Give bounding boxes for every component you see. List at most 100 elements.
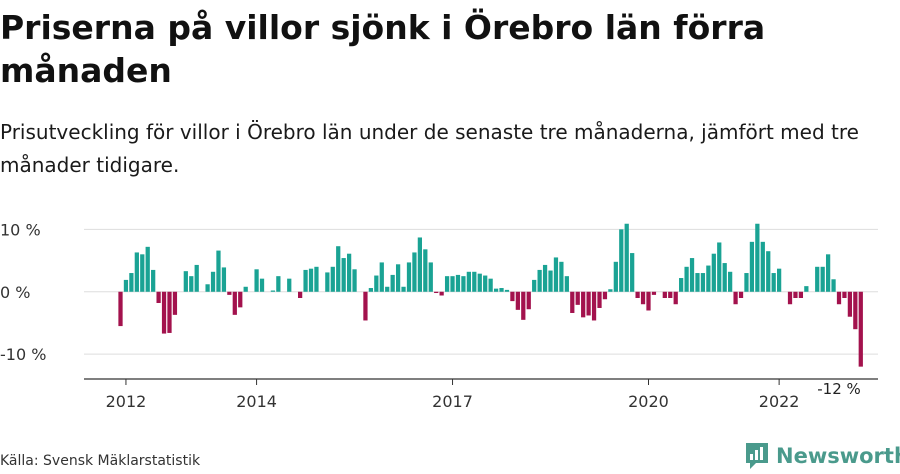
bar — [205, 284, 210, 292]
bar — [428, 262, 433, 292]
bar-chart: 10 % 0 % -10 % 2012 2014 2017 2020 2022 -12 % — [0, 220, 878, 411]
bar — [336, 246, 341, 292]
bar — [488, 278, 493, 292]
bar — [341, 258, 346, 292]
bar — [668, 291, 673, 298]
bar — [216, 250, 221, 292]
bar — [406, 262, 412, 292]
bar — [777, 268, 782, 292]
y-tick-label: 0 % — [0, 283, 30, 302]
bar — [738, 291, 744, 298]
bar — [151, 269, 156, 292]
value-annotation: -12 % — [817, 380, 861, 398]
bar — [298, 291, 303, 298]
newsworthy-brand[interactable]: Newsworthy — [744, 440, 900, 472]
bar — [417, 237, 422, 292]
bar — [308, 268, 314, 292]
bar — [673, 291, 678, 305]
bar — [684, 266, 689, 292]
bar — [183, 271, 188, 292]
grid-layer — [84, 228, 878, 355]
bar — [619, 229, 624, 292]
bar — [766, 251, 771, 292]
bar — [499, 288, 504, 292]
bar — [325, 272, 330, 292]
bar — [314, 266, 319, 292]
bar — [760, 241, 765, 292]
bar — [679, 278, 684, 292]
bar — [140, 254, 145, 292]
bar — [390, 274, 395, 292]
bar — [825, 254, 831, 292]
bar — [581, 291, 586, 318]
bar — [662, 291, 667, 298]
bar — [553, 257, 559, 292]
bar — [717, 242, 722, 292]
x-tick-label: 2012 — [106, 392, 147, 411]
bar — [853, 291, 858, 330]
bar — [597, 291, 602, 308]
bar — [330, 266, 335, 292]
bar — [640, 291, 646, 305]
chart-subtitle: Prisutveckling för villor i Örebro län u… — [0, 120, 859, 177]
bar — [613, 261, 618, 292]
bar — [542, 264, 548, 292]
x-tick-label: 2017 — [432, 392, 473, 411]
bar — [346, 253, 352, 292]
bar — [287, 278, 292, 292]
bar — [270, 290, 276, 292]
bar — [815, 266, 820, 292]
x-axis — [84, 378, 878, 385]
bar — [227, 291, 232, 295]
bar — [259, 278, 265, 292]
bar — [510, 291, 515, 302]
bar — [172, 291, 178, 315]
y-tick-label: 10 % — [0, 220, 41, 239]
bar — [744, 273, 749, 292]
bar — [537, 269, 542, 292]
bar — [831, 279, 836, 292]
bar — [689, 258, 695, 292]
bar — [820, 266, 825, 292]
x-tick-label: 2014 — [236, 392, 277, 411]
bar — [586, 291, 591, 316]
bar — [695, 273, 700, 292]
bar — [232, 291, 237, 315]
bar — [379, 262, 384, 292]
bar — [276, 276, 281, 292]
bar — [254, 269, 259, 292]
bar — [570, 291, 575, 313]
bar — [575, 291, 580, 305]
bar — [842, 291, 847, 298]
bar — [444, 276, 450, 292]
bar — [368, 288, 374, 292]
bar — [167, 291, 172, 333]
bar-layer — [118, 223, 863, 367]
bar — [161, 291, 167, 334]
axis-labels: 10 % 0 % -10 % 2012 2014 2017 2020 2022 -12 % — [0, 220, 861, 411]
bar — [624, 223, 629, 292]
x-tick-label: 2022 — [759, 392, 800, 411]
bar — [630, 253, 635, 292]
bar — [847, 291, 853, 317]
bar — [156, 291, 161, 303]
bar — [439, 291, 444, 296]
bar — [118, 291, 123, 327]
bar — [858, 291, 863, 367]
bar — [793, 291, 798, 298]
source-note: Källa: Svensk Mäklarstatistik — [0, 453, 201, 469]
bar — [504, 289, 510, 292]
bar — [728, 271, 733, 292]
bar — [559, 261, 564, 292]
bar — [455, 274, 461, 292]
bar — [472, 271, 477, 292]
bar — [526, 291, 531, 310]
chart-title: Priserna på villor sjönk i Örebro län fö… — [0, 8, 766, 90]
bar — [787, 291, 793, 305]
bar — [210, 271, 216, 292]
bar — [189, 276, 194, 292]
bar — [733, 291, 738, 305]
bar — [548, 270, 553, 292]
bar — [493, 288, 499, 292]
bar — [722, 263, 727, 292]
